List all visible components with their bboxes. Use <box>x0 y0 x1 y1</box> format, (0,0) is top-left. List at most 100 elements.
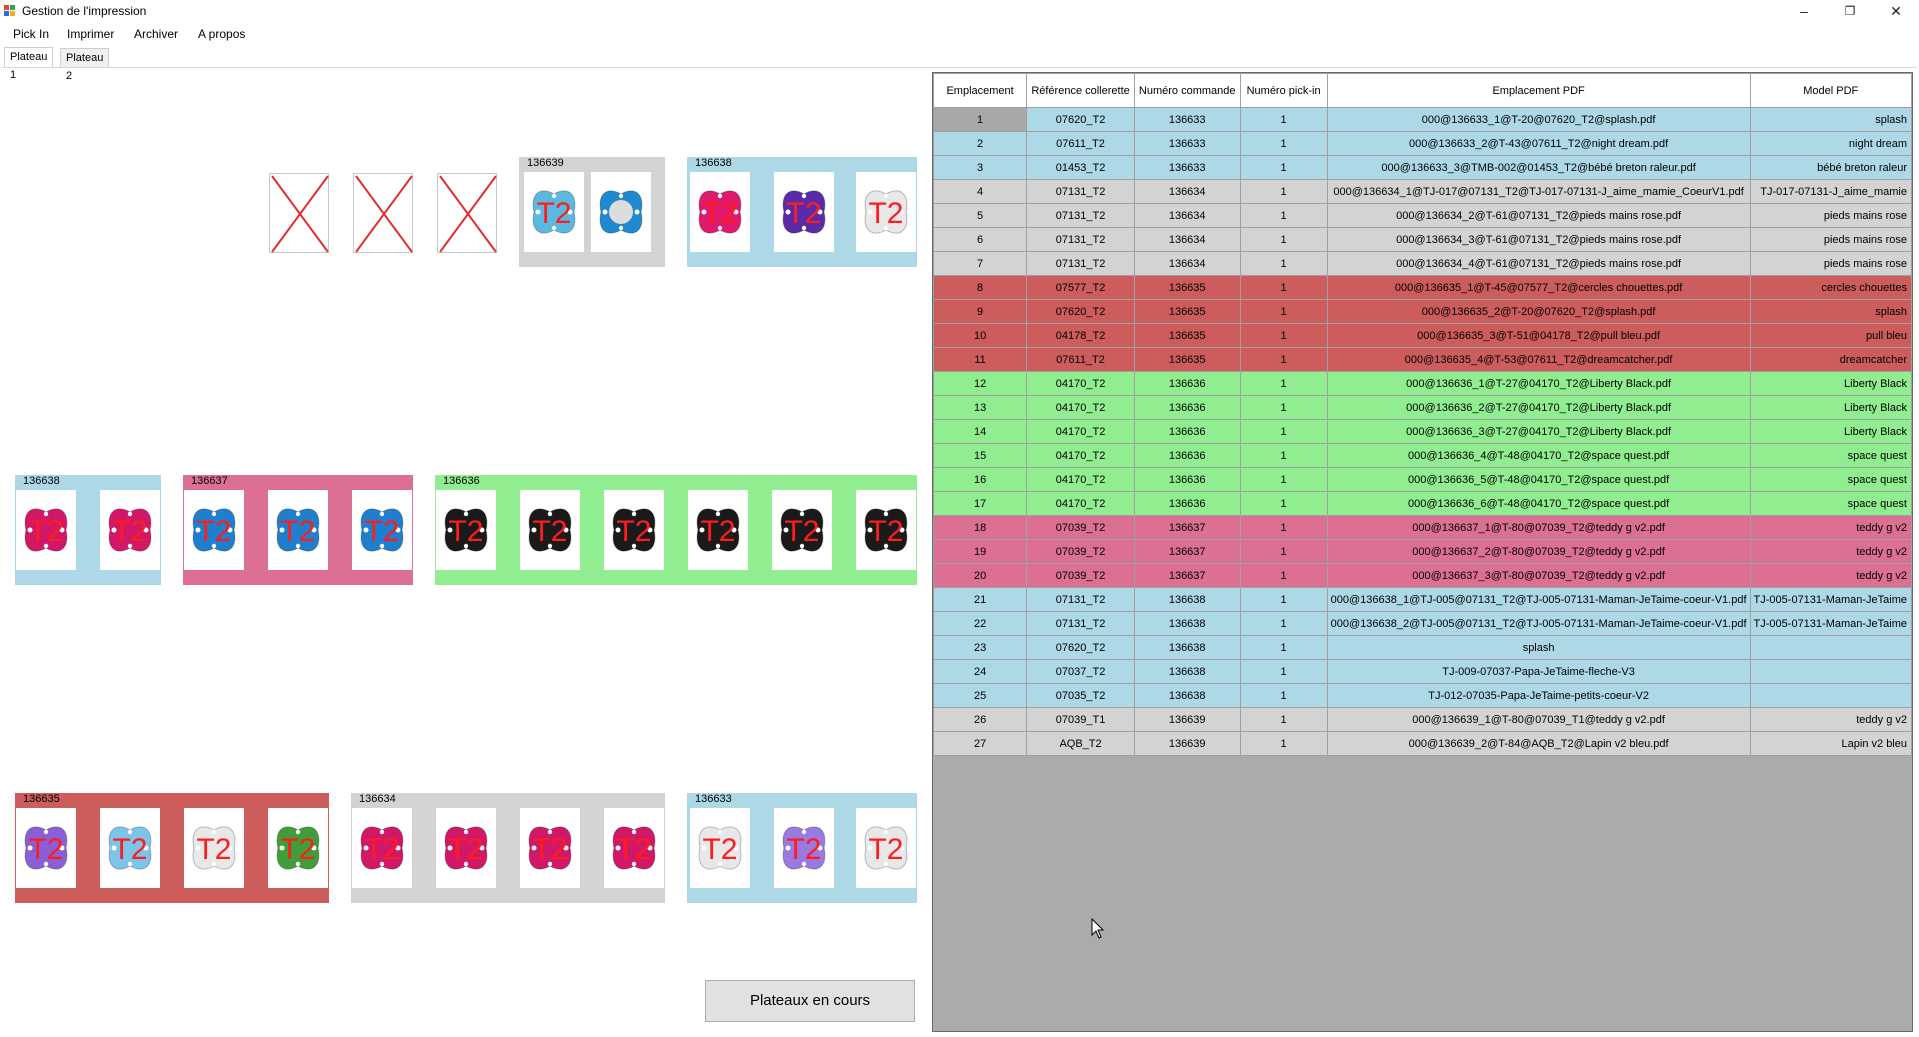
column-header-numero-pick-in[interactable]: Numéro pick-in <box>1239 73 1328 108</box>
cell-reference-collerette[interactable]: 01453_T2 <box>1026 155 1135 180</box>
restore-icon[interactable]: ❐ <box>1844 4 1856 18</box>
cell-reference-collerette[interactable]: 07039_T2 <box>1026 563 1135 588</box>
column-header-model-pdf[interactable]: Model PDF <box>1749 73 1912 108</box>
table-row[interactable]: 16 04170_T2 136636 1 000@136636_5@T-48@04170… <box>933 467 1912 492</box>
tray-group[interactable]: 136636 T2 T2 T2 T2 T2 T2 <box>435 475 917 585</box>
cell-numero-pick-in[interactable]: 1 <box>1239 419 1328 444</box>
cell-numero-commande[interactable]: 136638 <box>1133 659 1241 684</box>
table-row[interactable]: 10 04178_T2 136635 1 000@136635_3@T-51@04178… <box>933 323 1912 348</box>
tray-slot[interactable]: T2 <box>436 808 496 888</box>
cell-numero-pick-in[interactable]: 1 <box>1239 131 1328 156</box>
cell-numero-pick-in[interactable]: 1 <box>1239 371 1328 396</box>
cell-reference-collerette[interactable]: 07131_T2 <box>1026 179 1135 204</box>
tab-plateau-2[interactable]: Plateau 2 <box>60 48 110 82</box>
tray-slot[interactable]: T2 <box>688 490 748 570</box>
cell-numero-pick-in[interactable]: 1 <box>1239 203 1328 228</box>
table-row[interactable]: 11 07611_T2 136635 1 000@136635_4@T-53@07611… <box>933 347 1912 372</box>
menu-a-propos[interactable]: A propos <box>198 27 246 41</box>
tray-slot[interactable]: T2 <box>856 808 916 888</box>
tray-group[interactable]: 136638 T2 T2 <box>15 475 161 585</box>
table-row[interactable]: 26 07039_T1 136639 1 000@136639_1@T-80@07039… <box>933 707 1912 732</box>
cell-emplacement[interactable]: 9 <box>933 299 1028 324</box>
tray-slot[interactable]: T2 <box>184 490 244 570</box>
cell-emplacement[interactable]: 27 <box>933 731 1028 756</box>
cell-emplacement-pdf[interactable]: 000@136634_1@TJ-017@07131_T2@TJ-017-0713… <box>1326 179 1751 204</box>
tray-slot[interactable]: T2 <box>16 808 76 888</box>
cell-numero-commande[interactable]: 136635 <box>1133 275 1241 300</box>
cell-reference-collerette[interactable]: 07131_T2 <box>1026 611 1135 636</box>
table-row[interactable]: 5 07131_T2 136634 1 000@136634_2@T-61@07131_… <box>933 203 1912 228</box>
cell-numero-commande[interactable]: 136637 <box>1133 563 1241 588</box>
cell-numero-commande[interactable]: 136636 <box>1133 443 1241 468</box>
cell-model-pdf[interactable]: space quest <box>1749 443 1912 468</box>
cell-emplacement[interactable]: 13 <box>933 395 1028 420</box>
table-row[interactable]: 6 07131_T2 136634 1 000@136634_3@T-61@07131_… <box>933 227 1912 252</box>
table-row[interactable]: 18 07039_T2 136637 1 000@136637_1@T-80@07039… <box>933 515 1912 540</box>
table-row[interactable]: 12 04170_T2 136636 1 000@136636_1@T-27@04170… <box>933 371 1912 396</box>
cell-emplacement[interactable]: 3 <box>933 155 1028 180</box>
table-row[interactable]: 9 07620_T2 136635 1 000@136635_2@T-20@07620_… <box>933 299 1912 324</box>
table-row[interactable]: 17 04170_T2 136636 1 000@136636_6@T-48@04170… <box>933 491 1912 516</box>
menu-archiver[interactable]: Archiver <box>134 27 179 41</box>
cell-numero-commande[interactable]: 136638 <box>1133 683 1241 708</box>
cell-emplacement-pdf[interactable]: 000@136637_3@T-80@07039_T2@teddy g v2.pd… <box>1326 563 1751 588</box>
cell-numero-pick-in[interactable]: 1 <box>1239 515 1328 540</box>
cell-numero-pick-in[interactable]: 1 <box>1239 155 1328 180</box>
cell-reference-collerette[interactable]: 07577_T2 <box>1026 275 1135 300</box>
cell-emplacement[interactable]: 17 <box>933 491 1028 516</box>
cell-numero-pick-in[interactable]: 1 <box>1239 587 1328 612</box>
table-row[interactable]: 27 AQB_T2 136639 1 000@136639_2@T-84@AQB_T2@… <box>933 731 1912 756</box>
tray-slot[interactable]: T2 <box>16 490 76 570</box>
cell-numero-pick-in[interactable]: 1 <box>1239 299 1328 324</box>
cell-numero-commande[interactable]: 136637 <box>1133 539 1241 564</box>
cell-model-pdf[interactable]: space quest <box>1749 491 1912 516</box>
column-header-reference-collerette[interactable]: Référence collerette <box>1026 73 1135 108</box>
cell-model-pdf[interactable]: TJ-005-07131-Maman-JeTaime <box>1749 587 1912 612</box>
cell-reference-collerette[interactable]: 04170_T2 <box>1026 443 1135 468</box>
cell-reference-collerette[interactable]: AQB_T2 <box>1026 731 1135 756</box>
cell-emplacement[interactable]: 1 <box>933 107 1028 132</box>
cell-emplacement-pdf[interactable]: 000@136639_1@T-80@07039_T1@teddy g v2.pd… <box>1326 707 1751 732</box>
plateaux-en-cours-button[interactable]: Plateaux en cours <box>705 980 915 1022</box>
data-grid[interactable]: Emplacement Référence collerette Numéro … <box>932 72 1913 1032</box>
cell-reference-collerette[interactable]: 04170_T2 <box>1026 371 1135 396</box>
cell-numero-commande[interactable]: 136636 <box>1133 419 1241 444</box>
cell-numero-commande[interactable]: 136636 <box>1133 371 1241 396</box>
cell-emplacement-pdf[interactable]: 000@136636_3@T-27@04170_T2@Liberty Black… <box>1326 419 1751 444</box>
cell-numero-commande[interactable]: 136638 <box>1133 587 1241 612</box>
tray-slot[interactable] <box>591 172 651 252</box>
tray-slot[interactable]: T2 <box>352 808 412 888</box>
cell-emplacement[interactable]: 5 <box>933 203 1028 228</box>
cell-numero-pick-in[interactable]: 1 <box>1239 563 1328 588</box>
cell-reference-collerette[interactable]: 07039_T1 <box>1026 707 1135 732</box>
cell-numero-commande[interactable]: 136635 <box>1133 299 1241 324</box>
tray-group[interactable]: 136633 T2 T2 T2 <box>687 793 917 903</box>
cell-numero-pick-in[interactable]: 1 <box>1239 659 1328 684</box>
cell-reference-collerette[interactable]: 04170_T2 <box>1026 419 1135 444</box>
tab-plateau-1[interactable]: Plateau 1 <box>4 47 54 81</box>
cell-numero-pick-in[interactable]: 1 <box>1239 107 1328 132</box>
cell-model-pdf[interactable]: teddy g v2 <box>1749 539 1912 564</box>
cell-emplacement[interactable]: 6 <box>933 227 1028 252</box>
table-row[interactable]: 13 04170_T2 136636 1 000@136636_2@T-27@04170… <box>933 395 1912 420</box>
cell-emplacement-pdf[interactable]: 000@136638_1@TJ-005@07131_T2@TJ-005-0713… <box>1326 587 1751 612</box>
cell-model-pdf[interactable]: dreamcatcher <box>1749 347 1912 372</box>
cell-numero-commande[interactable]: 136634 <box>1133 227 1241 252</box>
cell-emplacement[interactable]: 21 <box>933 587 1028 612</box>
tray-group[interactable]: 136638 T2 T2 T2 <box>687 157 917 267</box>
cell-reference-collerette[interactable]: 07611_T2 <box>1026 131 1135 156</box>
table-row[interactable]: 22 07131_T2 136638 1 000@136638_2@TJ-005@071… <box>933 611 1912 636</box>
cell-model-pdf[interactable]: space quest <box>1749 467 1912 492</box>
tray-group[interactable]: 136634 T2 T2 T2 T2 <box>351 793 665 903</box>
cell-emplacement-pdf[interactable]: 000@136634_2@T-61@07131_T2@pieds mains r… <box>1326 203 1751 228</box>
cell-emplacement[interactable]: 2 <box>933 131 1028 156</box>
tray-slot[interactable]: T2 <box>436 490 496 570</box>
cell-emplacement[interactable]: 25 <box>933 683 1028 708</box>
tray-group[interactable]: 136635 T2 T2 T2 T2 <box>15 793 329 903</box>
cell-numero-commande[interactable]: 136634 <box>1133 179 1241 204</box>
cell-numero-pick-in[interactable]: 1 <box>1239 275 1328 300</box>
table-row[interactable]: 2 07611_T2 136633 1 000@136633_2@T-43@07611_… <box>933 131 1912 156</box>
cell-reference-collerette[interactable]: 04170_T2 <box>1026 491 1135 516</box>
menu-pick-in[interactable]: Pick In <box>13 27 50 41</box>
cell-emplacement[interactable]: 24 <box>933 659 1028 684</box>
